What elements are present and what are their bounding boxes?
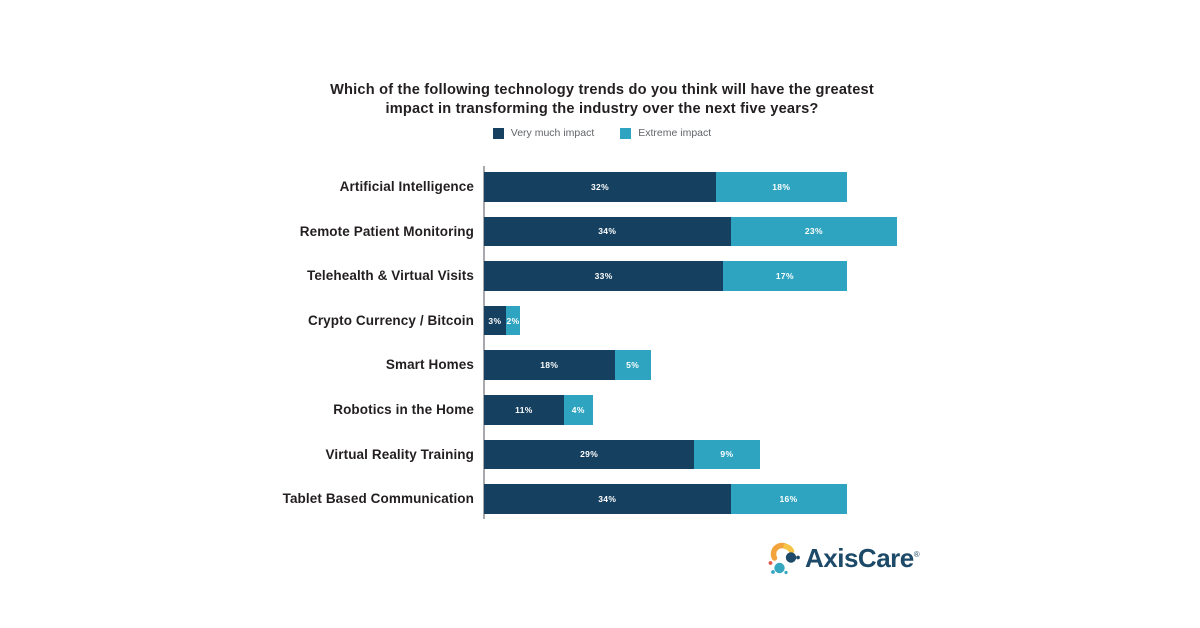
bar-segment-extreme-impact: 2% xyxy=(505,305,521,336)
bar-value-label: 34% xyxy=(598,226,617,237)
bar-segment-very-much-impact: 34% xyxy=(484,216,731,247)
chart-legend: Very much impact Extreme impact xyxy=(2,127,1200,139)
bar-segment-very-much-impact: 34% xyxy=(484,484,731,514)
bar-segment-extreme-impact: 4% xyxy=(563,395,593,425)
bar-value-label: 11% xyxy=(515,404,533,415)
axiscare-logo-text: AxisCare® xyxy=(805,542,920,573)
category-label: Telehealth & Virtual Visits xyxy=(306,268,474,284)
legend-swatch xyxy=(620,127,632,139)
bar-value-label: 34% xyxy=(598,493,617,504)
bar-group: 34% 23% xyxy=(484,216,898,247)
chart-row: Robotics in the Home 11% 4% xyxy=(0,395,1200,425)
bar-value-label: 29% xyxy=(580,449,599,460)
legend-label: Extreme impact xyxy=(638,127,712,139)
legend-swatch xyxy=(492,127,504,139)
bar-value-label: 5% xyxy=(626,360,640,371)
chart-title-line2: impact in transforming the industry over… xyxy=(385,100,819,117)
category-label: Artificial Intelligence xyxy=(339,179,474,194)
y-axis-line xyxy=(483,166,485,519)
bar-value-label: 3% xyxy=(488,315,502,326)
bar-segment-very-much-impact: 3% xyxy=(484,305,506,336)
bar-group: 34% 16% xyxy=(484,484,847,514)
bar-value-label: 9% xyxy=(720,449,734,460)
legend-item-0: Very much impact xyxy=(492,127,595,139)
chart-row: Artificial Intelligence 32% 18% xyxy=(0,172,1200,202)
bar-segment-extreme-impact: 23% xyxy=(730,216,898,247)
bar-value-label: 23% xyxy=(804,226,823,237)
chart-row: Tablet Based Communication 34% 16% xyxy=(0,484,1200,514)
bar-value-label: 18% xyxy=(772,181,791,192)
axiscare-logo: AxisCare® xyxy=(766,539,920,577)
bar-segment-very-much-impact: 29% xyxy=(484,439,695,470)
axiscare-logo-icon xyxy=(766,539,800,577)
bar-group: 11% 4% xyxy=(484,395,593,425)
bar-segment-very-much-impact: 32% xyxy=(484,172,716,202)
bar-segment-extreme-impact: 18% xyxy=(716,172,847,202)
bar-segment-very-much-impact: 33% xyxy=(484,261,724,291)
bar-group: 3% 2% xyxy=(484,305,521,336)
chart-title: Which of the following technology trends… xyxy=(2,81,1200,118)
legend-item-1: Extreme impact xyxy=(620,127,711,139)
bar-segment-very-much-impact: 11% xyxy=(484,395,564,425)
category-label: Virtual Reality Training xyxy=(325,446,474,462)
bar-value-label: 16% xyxy=(779,493,798,504)
bar-group: 33% 17% xyxy=(484,261,847,291)
bar-group: 32% 18% xyxy=(484,172,847,202)
bar-segment-extreme-impact: 16% xyxy=(730,484,847,514)
bar-value-label: 18% xyxy=(540,360,559,371)
category-label: Remote Patient Monitoring xyxy=(299,223,474,239)
bar-segment-extreme-impact: 5% xyxy=(614,350,651,380)
bar-value-label: 17% xyxy=(775,270,794,281)
bar-group: 29% 9% xyxy=(484,439,760,470)
bar-value-label: 32% xyxy=(591,181,609,192)
bar-value-label: 33% xyxy=(594,270,613,281)
bar-segment-very-much-impact: 18% xyxy=(484,350,615,380)
bar-segment-extreme-impact: 9% xyxy=(694,439,760,470)
chart-title-line1: Which of the following technology trends… xyxy=(330,82,874,98)
bar-segment-extreme-impact: 17% xyxy=(723,261,847,291)
legend-label: Very much impact xyxy=(510,127,595,139)
chart-row: Smart Homes 18% 5% xyxy=(0,350,1200,380)
chart-row: Crypto Currency / Bitcoin 3% 2% xyxy=(0,305,1200,336)
chart-row: Telehealth & Virtual Visits 33% 17% xyxy=(0,261,1200,291)
registered-trademark: ® xyxy=(913,549,920,559)
category-label: Tablet Based Communication xyxy=(282,491,474,507)
category-label: Smart Homes xyxy=(385,357,474,373)
category-label: Robotics in the Home xyxy=(333,402,474,417)
chart-row: Remote Patient Monitoring 34% 23% xyxy=(0,216,1200,247)
category-label: Crypto Currency / Bitcoin xyxy=(307,312,474,328)
bar-group: 18% 5% xyxy=(484,350,651,380)
chart-row: Virtual Reality Training 29% 9% xyxy=(0,439,1200,470)
bar-value-label: 2% xyxy=(506,315,520,326)
bar-value-label: 4% xyxy=(571,404,585,415)
